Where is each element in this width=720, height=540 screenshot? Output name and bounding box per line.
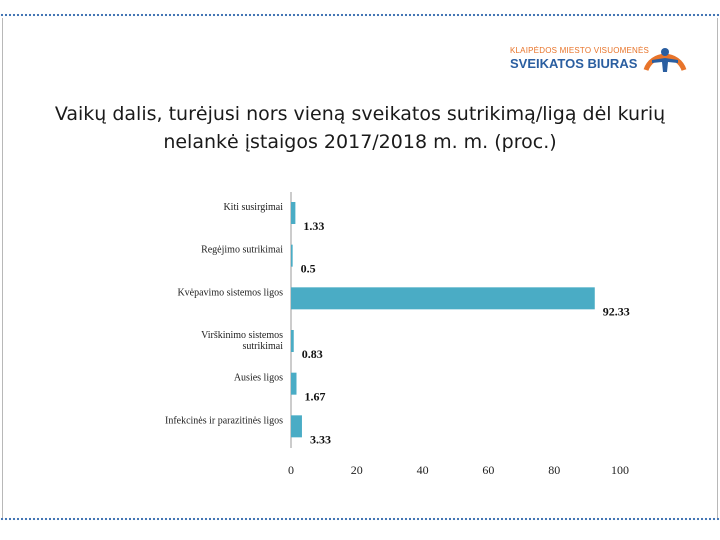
bar — [291, 330, 294, 352]
data-value-label: 1.33 — [303, 219, 324, 233]
top-dotted-border — [0, 13, 720, 17]
logo-text-line1: KLAIPĖDOS MIESTO VISUOMENĖS — [510, 46, 650, 55]
bar — [291, 415, 302, 438]
data-value-label: 0.5 — [301, 262, 316, 276]
logo-figure-icon — [643, 48, 687, 72]
data-value-label: 0.83 — [302, 347, 323, 361]
category-label: Virškinimo sistemos — [201, 330, 283, 341]
chart-title: Vaikų dalis, turėjusi nors vieną sveikat… — [20, 100, 700, 156]
category-label: Kiti susirgimai — [223, 202, 283, 213]
bars-layer — [291, 202, 595, 438]
x-tick-label: 20 — [351, 463, 363, 477]
bar — [291, 202, 296, 224]
x-tick-label: 0 — [288, 463, 294, 477]
category-label: sutrikimai — [242, 341, 283, 352]
logo-text-line2: SVEIKATOS BIURAS — [510, 56, 638, 71]
axis-layer: 0 20 40 60 80 100 — [288, 192, 629, 477]
organization-logo: KLAIPĖDOS MIESTO VISUOMENĖS SVEIKATOS BI… — [500, 40, 700, 80]
category-label: Ausies ligos — [234, 373, 283, 384]
x-tick-label: 40 — [417, 463, 429, 477]
chart-title-line1: Vaikų dalis, turėjusi nors vieną sveikat… — [54, 103, 666, 125]
data-value-label: 1.67 — [304, 390, 325, 404]
bar — [291, 372, 297, 395]
labels-layer: Kiti susirgimai 1.33 Regėjimo sutrikimai 0.… — [165, 202, 630, 446]
slide-frame — [2, 18, 718, 518]
category-label: Regėjimo sutrikimai — [201, 245, 283, 256]
x-tick-label: 100 — [611, 463, 629, 477]
data-value-label: 92.33 — [603, 304, 630, 318]
x-tick-label: 60 — [482, 463, 494, 477]
chart-title-line2: nelankė įstaigos 2017/2018 m. m. (proc.) — [163, 131, 557, 153]
bar — [291, 244, 293, 267]
x-tick-label: 80 — [548, 463, 560, 477]
bottom-dotted-border — [0, 517, 720, 521]
bar — [291, 287, 595, 310]
category-label: Kvėpavimo sistemos ligos — [177, 287, 283, 298]
category-label: Infekcinės ir parazitinės ligos — [165, 415, 283, 426]
data-value-label: 3.33 — [310, 432, 331, 446]
